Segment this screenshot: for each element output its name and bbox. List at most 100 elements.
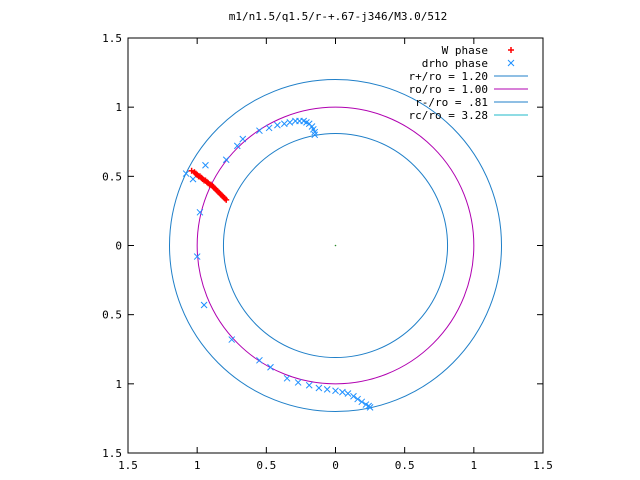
drho-point [196, 208, 204, 216]
legend-swatch [507, 59, 515, 67]
drho-point-stroke [189, 175, 197, 183]
x-tick-label: 0.5 [395, 459, 415, 472]
drho-point [228, 336, 236, 343]
drho-point-stroke [366, 403, 374, 411]
drho-point [358, 398, 366, 406]
drho-point [193, 253, 201, 260]
x-tick-label: 1.5 [533, 459, 553, 472]
drho-point-stroke [280, 120, 288, 128]
drho-point-stroke [294, 379, 302, 386]
legend-label: drho phase [422, 57, 488, 70]
legend-label: ro/ro = 1.00 [409, 83, 488, 96]
y-tick-label: 1.5 [102, 32, 122, 45]
drho-point-stroke [196, 208, 204, 216]
drho-point-stroke [362, 401, 370, 408]
drho-point [200, 301, 208, 309]
drho-point-stroke [256, 356, 263, 364]
drho-point [311, 128, 319, 136]
drho-point [280, 120, 288, 128]
drho-point-stroke [182, 170, 190, 177]
legend-entry: drho phase [422, 57, 515, 70]
chart-title: m1/n1.5/q1.5/r-+.67-j346/M3.0/512 [229, 10, 448, 23]
circle-1 [196, 106, 475, 385]
circle-0.81 [222, 132, 449, 359]
drho-point [265, 124, 273, 132]
drho-point [344, 390, 352, 397]
drho-point-stroke [310, 125, 317, 133]
drho-point [315, 384, 323, 392]
drho-point-stroke [308, 123, 316, 130]
drho-point-stroke [350, 392, 357, 400]
x-tick-label: 0.5 [256, 459, 276, 472]
drho-point-stroke [300, 117, 308, 125]
drho-point [283, 374, 291, 382]
y-tick-label: 0.5 [102, 170, 122, 183]
y-axis-ticks: 1.5 1 0.5 0 0.5 1 1.5 [102, 32, 543, 460]
drho-point [256, 356, 263, 364]
legend-label: r-/ro = .81 [415, 96, 488, 109]
drho-point-stroke [311, 131, 319, 139]
drho-point-stroke [311, 128, 319, 136]
circle-1.2 [169, 79, 502, 412]
drho-point [311, 131, 319, 139]
drho-point [222, 156, 230, 164]
y-tick-label: 1 [115, 101, 122, 114]
drho-point [286, 119, 294, 126]
drho-point [202, 161, 209, 169]
legend-label: r+/ro = 1.20 [409, 70, 488, 83]
drho-point-stroke [274, 121, 281, 129]
drho-point-stroke [256, 127, 263, 135]
center-dot [334, 244, 337, 247]
drho-point-stroke [303, 119, 310, 126]
drho-point-stroke [339, 388, 346, 396]
x-tick-label: 0 [332, 459, 339, 472]
drho-point [256, 127, 263, 135]
y-tick-label: 1.5 [102, 447, 122, 460]
drho-point [182, 170, 190, 177]
center-marker [334, 244, 337, 247]
legend-label: rc/ro = 3.28 [409, 109, 488, 122]
legend-entry: rc/ro = 3.28 [409, 109, 528, 122]
drho-point [233, 142, 241, 150]
y-tick-label: 1 [115, 378, 122, 391]
drho-point-stroke [222, 156, 230, 164]
drho-point [350, 392, 357, 400]
x-tick-label: 1.5 [118, 459, 138, 472]
drho-point [339, 388, 346, 396]
drho-point-stroke [286, 119, 294, 126]
drho-point-stroke [332, 387, 339, 395]
drho-point-stroke [228, 336, 236, 343]
legend-entry: W phase [442, 44, 514, 57]
y-tick-label: 0.5 [102, 309, 122, 322]
legend-entry: r+/ro = 1.20 [409, 70, 528, 83]
drho-point-stroke [344, 390, 352, 397]
drho-point [274, 121, 281, 129]
drho-point [189, 175, 197, 183]
x-tick-label: 1 [194, 459, 201, 472]
drho-point [366, 403, 374, 411]
drho-point-stroke [265, 124, 273, 132]
y-tick-label: 0 [115, 240, 122, 253]
drho-point-stroke [283, 374, 291, 382]
drho-point [294, 379, 302, 386]
w-phase-point [223, 196, 230, 203]
drho-point [305, 381, 313, 389]
drho-phase-series [182, 117, 374, 411]
drho-point-stroke [358, 398, 366, 406]
legend-entry: ro/ro = 1.00 [409, 83, 528, 96]
drho-point-stroke [305, 381, 313, 389]
legend-entry: r-/ro = .81 [415, 96, 528, 109]
drho-point-stroke [233, 142, 241, 150]
radius-circles [169, 79, 502, 412]
legend-label: W phase [442, 44, 488, 57]
drho-point-stroke [202, 161, 209, 169]
drho-point-stroke [315, 384, 323, 392]
drho-point-stroke [323, 386, 331, 393]
drho-point-stroke [193, 253, 201, 260]
drho-point [267, 363, 274, 371]
drho-point [354, 395, 361, 403]
x-axis-ticks: 1.5 1 0.5 0 0.5 1 1.5 [118, 38, 553, 472]
drho-point [323, 386, 331, 393]
